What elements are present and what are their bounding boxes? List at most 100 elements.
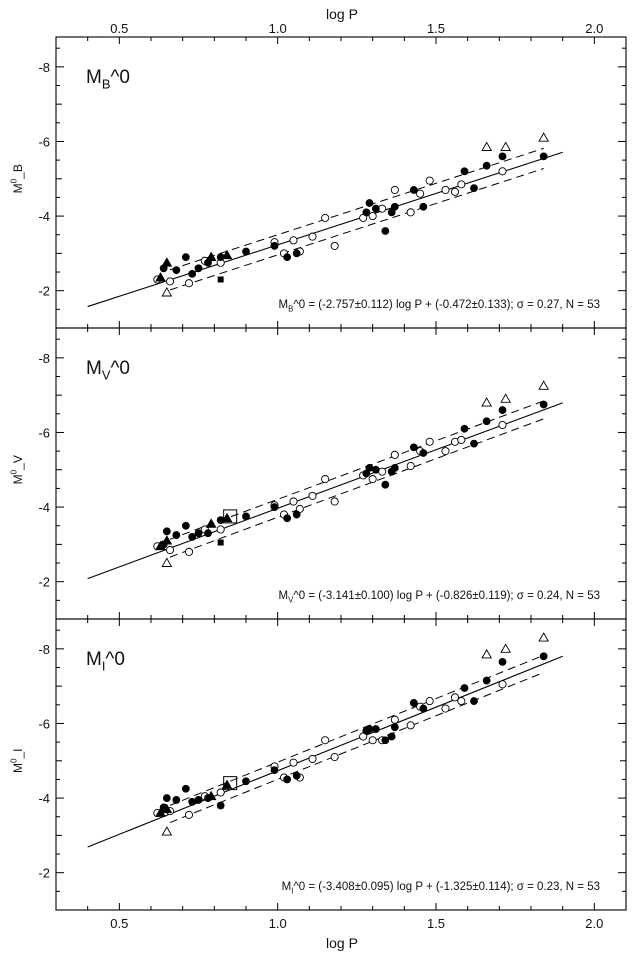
filled-triangle-point	[161, 535, 173, 545]
open-square-point	[223, 509, 238, 524]
panel-2: -8 -6 -4 -2 M0_V MV^0 MV^0 = (-3.141±0.100) lo…	[10, 327, 627, 620]
filled-circle-point	[539, 400, 548, 409]
x-tick-label-bottom: 2.0	[585, 916, 603, 931]
open-circle-point	[498, 167, 507, 176]
filled-circle-point	[381, 480, 390, 489]
y-tick-label: -2	[38, 284, 50, 299]
filled-triangle-point	[205, 518, 217, 528]
filled-circle-point	[270, 242, 279, 250]
y-tick-label: -2	[38, 575, 50, 590]
filled-circle-point	[470, 439, 478, 448]
open-circle-point	[450, 693, 460, 702]
filled-circle-point	[194, 264, 203, 273]
open-triangle-point	[161, 826, 173, 836]
fit-equation: MI^0 = (-3.408±0.095) log P + (-1.325±0.…	[282, 881, 600, 895]
filled-circle-point	[409, 699, 418, 707]
open-circle-point	[165, 277, 175, 286]
bottom-x-axis-label: log P	[326, 935, 358, 951]
open-circle-point	[406, 721, 415, 730]
open-circle-point	[289, 497, 298, 506]
filled-circle-point	[419, 704, 428, 713]
open-circle-point	[216, 525, 225, 534]
panel-1: -8 -6 -4 -2 0.5 1.0 1.5 2.0 M0_B MB^0 MB^0 = (-2.7…	[10, 21, 627, 329]
filled-circle-point	[283, 253, 292, 262]
filled-circle-point	[498, 658, 507, 666]
open-circle-point	[498, 420, 507, 430]
y-axis-label: M0_I	[10, 748, 25, 773]
open-circle-point	[165, 545, 175, 555]
y-tick-label: -8	[38, 60, 50, 75]
open-triangle-point	[161, 557, 173, 567]
open-circle-point	[289, 236, 298, 245]
filled-circle-point	[498, 406, 507, 414]
open-circle-point	[308, 232, 317, 241]
open-circle-point	[308, 491, 317, 500]
filled-circle-point	[470, 697, 478, 705]
open-circle-point	[321, 213, 330, 222]
x-tick-label-top: 0.5	[110, 21, 128, 36]
open-circle-point	[441, 447, 450, 456]
open-circle-point	[321, 736, 330, 745]
filled-circle-point	[172, 796, 181, 804]
open-triangle-point	[481, 648, 493, 659]
open-circle-point	[457, 697, 466, 706]
filled-circle-point	[292, 771, 301, 780]
filled-circle-point	[460, 167, 469, 176]
open-circle-point	[321, 475, 330, 484]
filled-circle-point	[162, 794, 171, 802]
filled-circle-point	[390, 464, 399, 472]
filled-square-point	[217, 802, 224, 809]
fit-equation: MB^0 = (-2.757±0.112) log P + (-0.472±0.…	[279, 299, 600, 313]
y-axis-label: M0_B	[10, 164, 25, 193]
open-circle-point	[390, 450, 399, 459]
y-tick-label: -8	[38, 642, 50, 657]
open-circle-point	[330, 497, 339, 506]
filled-circle-point	[181, 784, 190, 793]
panel-3: -8 -6 -4 -2 0.5 1.0 1.5 2.0 M0_I MI^0 MI^0 = (-3.4…	[10, 618, 627, 931]
filled-circle-point	[371, 725, 380, 733]
filled-circle-point	[371, 204, 380, 213]
filled-triangle-point	[161, 257, 173, 267]
filled-circle-point	[172, 531, 181, 539]
panel-frame	[55, 327, 627, 620]
filled-triangle-point	[161, 803, 173, 814]
open-triangle-point	[481, 141, 493, 151]
open-circle-point	[390, 185, 399, 195]
filled-circle-point	[460, 684, 469, 692]
filled-square-point	[217, 276, 224, 283]
open-circle-point	[425, 176, 434, 185]
filled-circle-point	[283, 775, 292, 784]
panel-frame	[55, 618, 627, 911]
fit-line	[87, 402, 563, 580]
filled-circle-point	[204, 529, 212, 538]
filled-circle-point	[242, 777, 250, 786]
filled-circle-point	[194, 796, 203, 804]
filled-triangle-point	[155, 540, 166, 551]
filled-triangle-point	[221, 512, 233, 523]
x-tick-label-top: 1.5	[427, 21, 445, 36]
filled-circle-point	[292, 510, 301, 519]
y-tick-label: -4	[38, 791, 50, 806]
open-triangle-point	[538, 380, 550, 390]
open-circle-point	[368, 475, 377, 484]
open-circle-point	[368, 212, 377, 221]
open-circle-point	[450, 187, 460, 196]
open-circle-point	[184, 810, 194, 819]
filled-circle-point	[242, 512, 250, 521]
filled-circle-point	[371, 465, 380, 474]
open-circle-point	[457, 435, 466, 444]
filled-triangle-point	[221, 249, 233, 260]
filled-triangle-point	[205, 251, 217, 262]
y-tick-label: -6	[38, 425, 50, 440]
filled-circle-point	[381, 736, 390, 745]
filled-circle-point	[460, 424, 469, 433]
open-triangle-point	[500, 141, 512, 151]
filled-circle-point	[362, 208, 371, 217]
filled-circle-point	[409, 443, 418, 452]
filled-triangle-point	[221, 779, 233, 789]
open-circle-point	[441, 185, 450, 195]
open-circle-point	[406, 461, 415, 471]
panels: -8 -6 -4 -2 0.5 1.0 1.5 2.0 M0_B MB^0 MB^0 = (-2.7…	[10, 21, 627, 931]
filled-circle-point	[539, 652, 548, 661]
